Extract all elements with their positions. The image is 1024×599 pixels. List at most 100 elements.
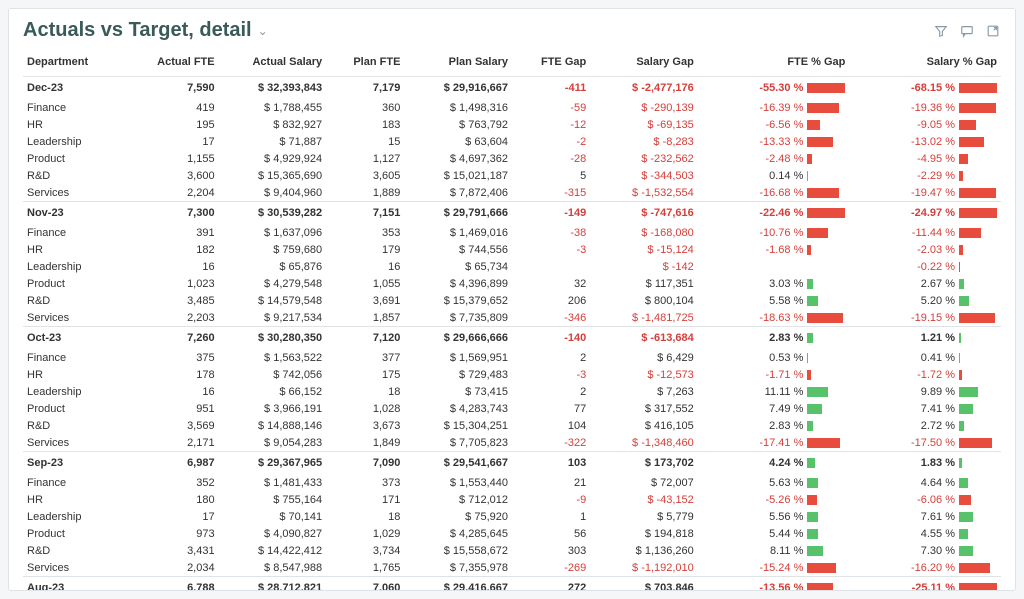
cell-pfte: 7,060 bbox=[326, 577, 404, 592]
cell-fpct: 4.24 % bbox=[698, 452, 850, 475]
col-header-fgap[interactable]: FTE Gap bbox=[512, 50, 590, 77]
cell-pfte: 18 bbox=[326, 508, 404, 525]
cell-afte: 419 bbox=[140, 99, 218, 116]
cell-fpct: -10.76 % bbox=[698, 224, 850, 241]
panel-toolbar bbox=[933, 23, 1001, 39]
cell-psal: $ 7,872,406 bbox=[404, 184, 512, 202]
col-header-sgap[interactable]: Salary Gap bbox=[590, 50, 698, 77]
cell-dept: Finance bbox=[23, 224, 140, 241]
cell-pfte: 18 bbox=[326, 383, 404, 400]
cell-pfte: 183 bbox=[326, 116, 404, 133]
cell-fpct: -18.63 % bbox=[698, 309, 850, 327]
group-row: Dec-23 7,590 $ 32,393,843 7,179 $ 29,916… bbox=[23, 77, 1001, 100]
cell-fpct: -16.68 % bbox=[698, 184, 850, 202]
cell-afte: 17 bbox=[140, 508, 218, 525]
table-row: Leadership 16 $ 65,876 16 $ 65,734 $ -14… bbox=[23, 258, 1001, 275]
cell-dept: Dec-23 bbox=[23, 77, 140, 100]
filter-icon[interactable] bbox=[933, 23, 949, 39]
cell-pfte: 353 bbox=[326, 224, 404, 241]
cell-afte: 973 bbox=[140, 525, 218, 542]
cell-psal: $ 29,916,667 bbox=[404, 77, 512, 100]
title-dropdown[interactable]: Actuals vs Target, detail ⌄ bbox=[23, 19, 268, 42]
table-row: Product 1,023 $ 4,279,548 1,055 $ 4,396,… bbox=[23, 275, 1001, 292]
table-row: Product 973 $ 4,090,827 1,029 $ 4,285,64… bbox=[23, 525, 1001, 542]
cell-spct: 5.20 % bbox=[849, 292, 1001, 309]
cell-afte: 182 bbox=[140, 241, 218, 258]
cell-spct: 2.72 % bbox=[849, 417, 1001, 434]
cell-spct: -19.36 % bbox=[849, 99, 1001, 116]
cell-afte: 951 bbox=[140, 400, 218, 417]
cell-fpct: -5.26 % bbox=[698, 491, 850, 508]
table-row: Leadership 17 $ 70,141 18 $ 75,920 1 $ 5… bbox=[23, 508, 1001, 525]
cell-dept: Product bbox=[23, 150, 140, 167]
cell-fpct: -1.68 % bbox=[698, 241, 850, 258]
cell-asal: $ 1,788,455 bbox=[219, 99, 327, 116]
table-row: Product 1,155 $ 4,929,924 1,127 $ 4,697,… bbox=[23, 150, 1001, 167]
cell-afte: 391 bbox=[140, 224, 218, 241]
cell-afte: 16 bbox=[140, 383, 218, 400]
cell-pfte: 171 bbox=[326, 491, 404, 508]
cell-afte: 7,590 bbox=[140, 77, 218, 100]
cell-asal: $ 30,539,282 bbox=[219, 202, 327, 225]
cell-fgap: -59 bbox=[512, 99, 590, 116]
table-row: HR 180 $ 755,164 171 $ 712,012 -9 $ -43,… bbox=[23, 491, 1001, 508]
cell-pfte: 7,151 bbox=[326, 202, 404, 225]
cell-sgap: $ -290,139 bbox=[590, 99, 698, 116]
cell-dept: HR bbox=[23, 366, 140, 383]
table-row: HR 182 $ 759,680 179 $ 744,556 -3 $ -15,… bbox=[23, 241, 1001, 258]
cell-fgap: 21 bbox=[512, 474, 590, 491]
cell-fgap bbox=[512, 258, 590, 275]
cell-psal: $ 763,792 bbox=[404, 116, 512, 133]
cell-psal: $ 29,666,666 bbox=[404, 327, 512, 350]
cell-fpct: 5.63 % bbox=[698, 474, 850, 491]
cell-afte: 3,431 bbox=[140, 542, 218, 559]
col-header-afte[interactable]: Actual FTE bbox=[140, 50, 218, 77]
col-header-pfte[interactable]: Plan FTE bbox=[326, 50, 404, 77]
cell-spct: 4.64 % bbox=[849, 474, 1001, 491]
data-table: Department Actual FTE Actual Salary Plan… bbox=[23, 50, 1001, 591]
cell-spct: -9.05 % bbox=[849, 116, 1001, 133]
cell-psal: $ 1,469,016 bbox=[404, 224, 512, 241]
chevron-down-icon: ⌄ bbox=[258, 24, 268, 38]
cell-sgap: $ -8,283 bbox=[590, 133, 698, 150]
cell-asal: $ 29,367,965 bbox=[219, 452, 327, 475]
table-row: Services 2,204 $ 9,404,960 1,889 $ 7,872… bbox=[23, 184, 1001, 202]
cell-pfte: 1,127 bbox=[326, 150, 404, 167]
cell-sgap: $ 7,263 bbox=[590, 383, 698, 400]
cell-sgap: $ 117,351 bbox=[590, 275, 698, 292]
cell-spct: 0.41 % bbox=[849, 349, 1001, 366]
cell-dept: Leadership bbox=[23, 133, 140, 150]
table-row: HR 178 $ 742,056 175 $ 729,483 -3 $ -12,… bbox=[23, 366, 1001, 383]
cell-afte: 6,987 bbox=[140, 452, 218, 475]
col-header-dept[interactable]: Department bbox=[23, 50, 140, 77]
col-header-psal[interactable]: Plan Salary bbox=[404, 50, 512, 77]
cell-psal: $ 7,705,823 bbox=[404, 434, 512, 452]
col-header-spct[interactable]: Salary % Gap bbox=[849, 50, 1001, 77]
col-header-fpct[interactable]: FTE % Gap bbox=[698, 50, 850, 77]
cell-dept: Services bbox=[23, 434, 140, 452]
table-row: Product 951 $ 3,966,191 1,028 $ 4,283,74… bbox=[23, 400, 1001, 417]
cell-sgap: $ -1,348,460 bbox=[590, 434, 698, 452]
cell-spct: -0.22 % bbox=[849, 258, 1001, 275]
cell-fgap: -2 bbox=[512, 133, 590, 150]
cell-dept: Finance bbox=[23, 474, 140, 491]
cell-pfte: 3,673 bbox=[326, 417, 404, 434]
comment-icon[interactable] bbox=[959, 23, 975, 39]
cell-fpct: -15.24 % bbox=[698, 559, 850, 577]
cell-fpct bbox=[698, 258, 850, 275]
cell-psal: $ 75,920 bbox=[404, 508, 512, 525]
cell-pfte: 373 bbox=[326, 474, 404, 491]
table-row: Services 2,171 $ 9,054,283 1,849 $ 7,705… bbox=[23, 434, 1001, 452]
cell-fpct: -55.30 % bbox=[698, 77, 850, 100]
cell-afte: 17 bbox=[140, 133, 218, 150]
cell-spct: 7.30 % bbox=[849, 542, 1001, 559]
expand-icon[interactable] bbox=[985, 23, 1001, 39]
cell-pfte: 377 bbox=[326, 349, 404, 366]
cell-dept: Finance bbox=[23, 99, 140, 116]
cell-fgap: 303 bbox=[512, 542, 590, 559]
cell-fgap: 5 bbox=[512, 167, 590, 184]
table-row: Leadership 17 $ 71,887 15 $ 63,604 -2 $ … bbox=[23, 133, 1001, 150]
cell-spct: -19.15 % bbox=[849, 309, 1001, 327]
col-header-asal[interactable]: Actual Salary bbox=[219, 50, 327, 77]
cell-fgap: -322 bbox=[512, 434, 590, 452]
